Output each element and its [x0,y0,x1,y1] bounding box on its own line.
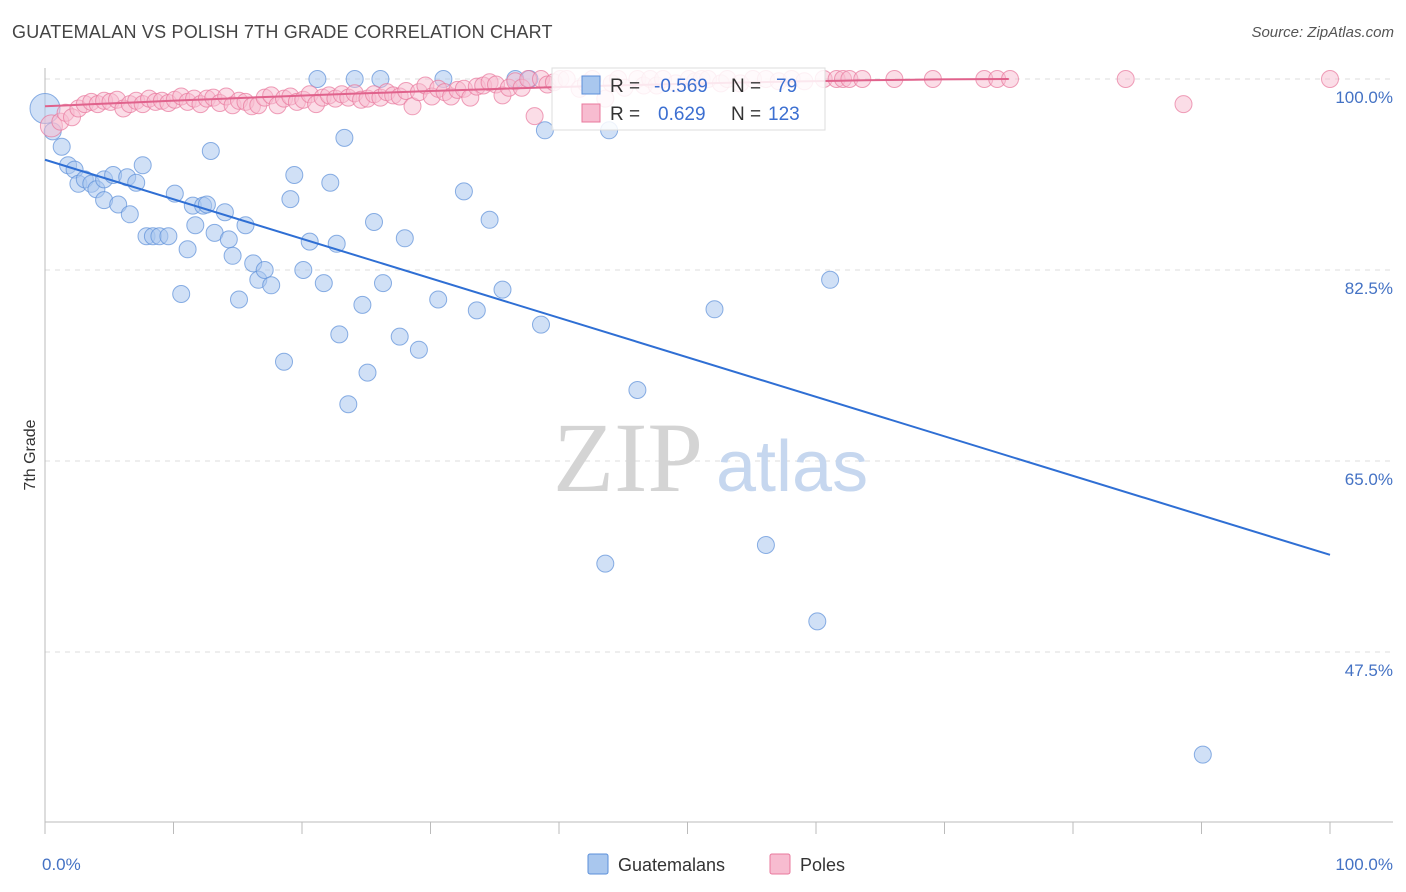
data-point [454,182,473,201]
data-point [230,290,248,309]
stats-r-label-poles: R = [610,104,640,125]
legend-label-guatemalans: Guatemalans [618,855,725,875]
data-point [201,142,220,160]
data-point [756,536,775,554]
data-point [374,274,392,293]
data-point [532,315,550,334]
data-point [535,121,554,140]
y-tick-label: 65.0% [1345,470,1393,489]
data-point [262,276,281,295]
data-point [1321,70,1339,88]
stats-swatch-poles [581,103,601,123]
data-point [120,205,139,224]
watermark: ZIP atlas [553,402,868,513]
data-point [339,395,358,414]
data-point [285,166,304,184]
data-point [52,137,71,156]
data-point [409,340,428,359]
data-point [353,295,372,314]
data-point [1174,95,1193,114]
data-point [705,300,724,319]
data-point [821,270,840,289]
data-point [178,240,197,259]
stats-box: R = -0.569 N = 79 R = 0.629 N = 123 [551,67,826,131]
x-tick-label: 100.0% [1335,855,1393,874]
y-tick-label: 47.5% [1345,661,1393,680]
data-point [281,190,300,209]
data-point [133,156,152,175]
stats-r-value-guatemalans: -0.569 [654,76,708,97]
data-point [358,363,377,382]
data-point [308,70,327,88]
data-point [223,246,242,265]
data-point [275,352,293,371]
y-tick-label: 100.0% [1335,88,1393,107]
data-point [215,203,234,222]
stats-n-label-poles: N = [731,104,761,125]
axes [44,68,1393,834]
stats-n-value-guatemalans: 79 [776,76,797,97]
data-point [172,285,191,303]
data-point [1193,745,1212,764]
stats-r-value-poles: 0.629 [658,104,706,125]
legend-swatch-poles [769,853,791,875]
watermark-zip: ZIP [553,402,703,513]
legend-label-poles: Poles [800,855,845,875]
data-point [390,327,409,346]
data-point [186,216,205,235]
data-point [330,325,349,344]
data-point [493,280,512,299]
data-point [159,227,178,246]
trend-line-poles [44,78,1009,108]
tick-labels: 100.0% 82.5% 65.0% 47.5% 0.0% 100.0% [42,88,1393,874]
y-tick-label: 82.5% [1345,279,1393,298]
trend-line-guatemalans [44,158,1331,556]
stats-r-label-guatemalans: R = [610,76,640,97]
data-point [525,107,544,126]
data-point [219,230,238,249]
x-tick-label: 0.0% [42,855,81,874]
data-point [429,290,448,309]
data-point [853,70,872,88]
data-point [628,381,647,399]
data-point [109,195,128,214]
data-point [314,274,333,293]
data-point [365,213,383,231]
chart-source: Source: ZipAtlas.com [1251,24,1394,41]
data-point [1116,70,1135,88]
chart-title: GUATEMALAN VS POLISH 7TH GRADE CORRELATI… [12,22,553,42]
data-point [596,554,615,573]
y-axis-label: 7th Grade [22,419,39,490]
data-point [395,229,414,248]
data-point [294,261,313,279]
data-point [335,128,354,147]
stats-n-label-guatemalans: N = [731,76,761,97]
data-point [480,210,499,229]
data-point [467,301,486,320]
series-guatemalans [29,70,1212,764]
stats-n-value-poles: 123 [768,104,800,125]
legend: Guatemalans Poles [587,853,845,875]
watermark-atlas: atlas [716,427,868,507]
data-point [321,173,340,192]
stats-swatch-guatemalans [581,75,601,95]
data-point [808,612,827,631]
legend-swatch-guatemalans [587,853,609,875]
gridlines [45,78,1393,653]
data-point [255,261,274,279]
trend-lines [44,78,1331,556]
